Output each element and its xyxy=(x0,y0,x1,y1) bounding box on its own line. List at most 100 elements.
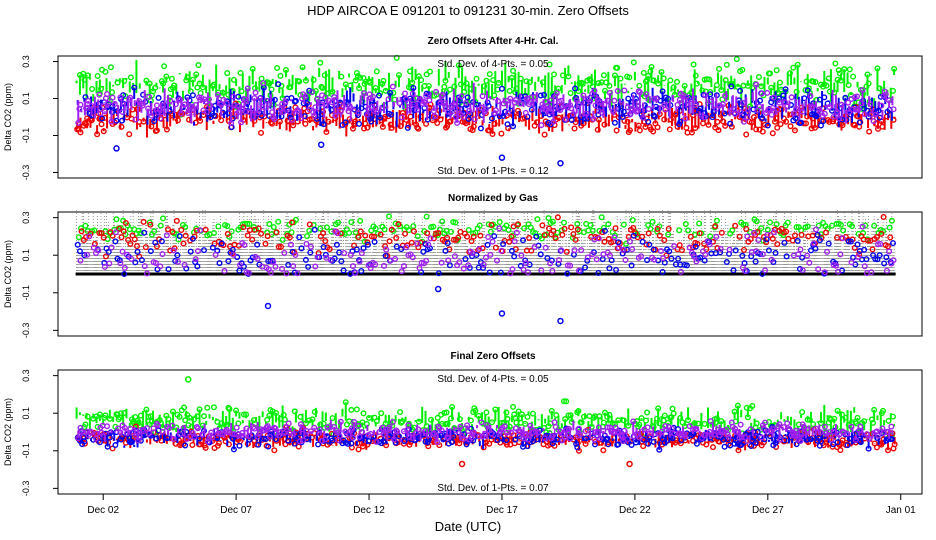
data-point xyxy=(783,118,790,125)
data-point xyxy=(718,86,725,93)
data-point xyxy=(434,120,441,127)
data-point xyxy=(858,100,865,107)
data-point xyxy=(209,244,216,251)
data-point xyxy=(737,87,744,94)
data-point xyxy=(252,89,259,96)
data-point xyxy=(430,223,437,230)
data-point xyxy=(774,124,781,131)
data-point xyxy=(568,105,575,112)
data-point xyxy=(504,121,511,128)
data-point xyxy=(826,118,833,125)
data-point xyxy=(645,72,652,79)
data-point xyxy=(561,225,568,232)
data-point xyxy=(302,93,309,100)
data-point xyxy=(875,107,882,114)
data-point xyxy=(636,89,643,96)
data-point xyxy=(273,229,280,236)
data-point xyxy=(89,85,96,92)
data-point xyxy=(465,226,472,233)
data-point xyxy=(323,224,330,231)
data-point xyxy=(131,84,138,91)
data-point xyxy=(809,103,816,110)
data-point xyxy=(659,88,666,95)
data-point xyxy=(372,84,379,91)
data-point xyxy=(707,88,714,95)
data-point xyxy=(464,233,471,240)
data-point xyxy=(792,115,799,122)
data-point xyxy=(269,120,276,127)
data-point xyxy=(367,115,374,122)
data-point xyxy=(740,246,747,253)
data-point xyxy=(355,234,362,241)
data-point xyxy=(195,62,202,69)
data-point xyxy=(398,246,405,253)
data-point xyxy=(444,234,451,241)
data-point xyxy=(109,232,116,239)
data-point xyxy=(353,69,360,76)
data-point xyxy=(790,64,797,71)
data-point xyxy=(82,94,89,101)
y-tick-label: -0.3 xyxy=(21,165,31,181)
data-point xyxy=(251,95,258,102)
data-point xyxy=(388,226,395,233)
data-point xyxy=(713,105,720,112)
data-point xyxy=(595,116,602,123)
data-point xyxy=(325,118,332,125)
data-point xyxy=(361,90,368,97)
data-point xyxy=(391,96,398,103)
data-point xyxy=(830,116,837,123)
data-point xyxy=(380,77,387,84)
data-point xyxy=(286,234,293,241)
data-point xyxy=(322,94,329,101)
data-point xyxy=(340,267,347,274)
data-point xyxy=(811,124,818,131)
data-point xyxy=(656,232,663,239)
data-point xyxy=(460,114,467,121)
data-point xyxy=(583,110,590,117)
data-point xyxy=(302,77,309,84)
data-point xyxy=(210,112,217,119)
data-point xyxy=(613,127,620,134)
data-point xyxy=(629,217,636,224)
data-point xyxy=(275,243,282,250)
data-point xyxy=(158,109,165,116)
data-point xyxy=(167,247,174,254)
data-point xyxy=(402,90,409,97)
data-point xyxy=(562,116,569,123)
data-point xyxy=(388,124,395,131)
data-point xyxy=(187,248,194,255)
data-point xyxy=(358,268,365,275)
data-point xyxy=(606,82,613,89)
data-point xyxy=(614,64,621,71)
data-point xyxy=(352,229,359,236)
data-point xyxy=(308,89,315,96)
data-point xyxy=(721,110,728,117)
data-point xyxy=(690,61,697,68)
data-point xyxy=(279,236,286,243)
data-point xyxy=(238,119,245,126)
data-point xyxy=(216,260,223,267)
data-point xyxy=(423,92,430,99)
data-point xyxy=(437,116,444,123)
data-point xyxy=(275,81,282,88)
data-point xyxy=(282,67,289,74)
data-point xyxy=(848,223,855,230)
data-point xyxy=(164,226,171,233)
data-point xyxy=(224,230,231,237)
data-point xyxy=(148,123,155,130)
outlier-point xyxy=(317,141,325,148)
data-point xyxy=(655,80,662,87)
data-point xyxy=(563,248,570,255)
data-point xyxy=(450,101,457,108)
data-point xyxy=(696,230,703,237)
data-point xyxy=(329,88,336,95)
data-point xyxy=(507,95,514,102)
data-point xyxy=(202,226,209,233)
data-point xyxy=(439,218,446,225)
data-point xyxy=(753,218,760,225)
data-point xyxy=(319,85,326,92)
data-point xyxy=(614,88,621,95)
data-point xyxy=(439,91,446,98)
data-point xyxy=(342,119,349,126)
panel-title: Zero Offsets After 4-Hr. Cal. xyxy=(428,36,559,47)
